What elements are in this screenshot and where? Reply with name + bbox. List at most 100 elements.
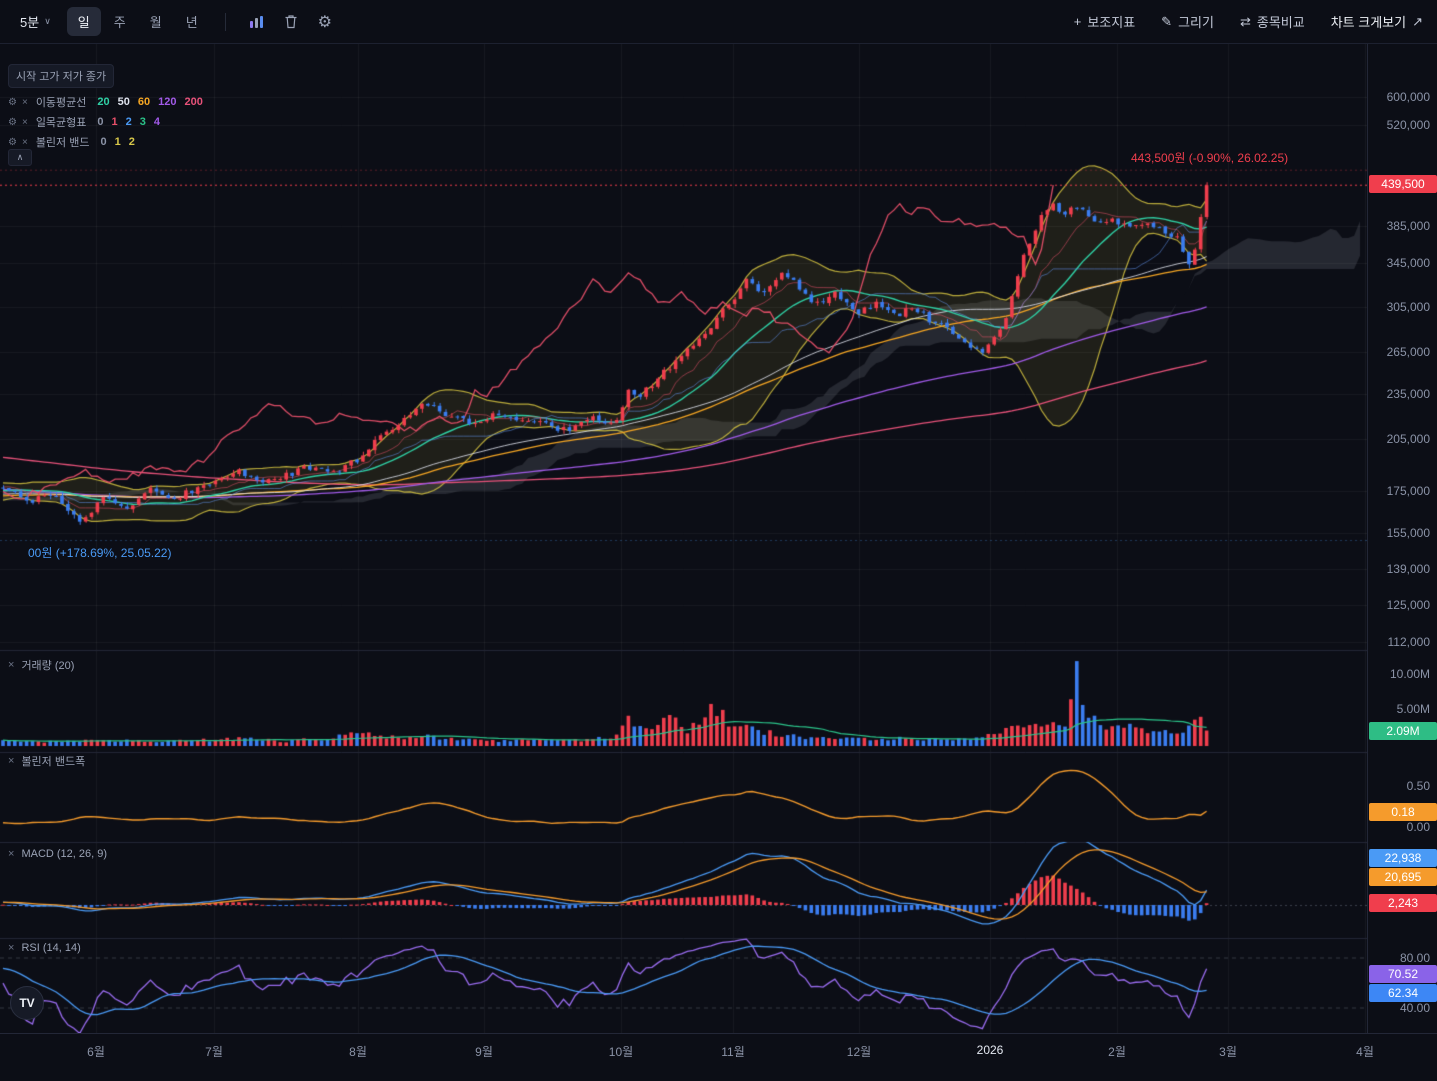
indicator-settings-icon[interactable]: ⚙ — [8, 96, 17, 108]
action-label: 보조지표 — [1087, 15, 1136, 30]
compare-button[interactable]: ⇄ 종목비교 — [1240, 12, 1305, 31]
indicator-legend-1: ⚙ × 일목균형표 0 1 2 3 4 — [8, 112, 203, 132]
indicator-param: 200 — [184, 96, 203, 108]
indicator-param: 60 — [137, 96, 151, 108]
indicator-param: 4 — [153, 116, 161, 128]
pane-label-text: RSI (14, 14) — [21, 942, 81, 954]
toolbar-divider — [224, 12, 226, 31]
rsi-badge: 70.52 — [1369, 965, 1437, 983]
chevron-down-icon: ∨ — [44, 16, 51, 26]
price-tick: 345,000 — [1386, 256, 1430, 270]
fullscreen-button[interactable]: 차트 크게보기 ↗ — [1331, 12, 1423, 31]
indicator-name: 볼린저 밴드 — [35, 137, 90, 149]
close-icon[interactable]: × — [8, 659, 15, 671]
indicator-legend-0: ⚙ × 이동평균선 20 50 60 120 200 — [8, 92, 203, 112]
tab-년[interactable]: 년 — [185, 15, 198, 30]
indicator-param: 0 — [97, 116, 104, 128]
macd-signal-badge: 20,695 — [1369, 868, 1437, 886]
indicator-param: 0 — [100, 136, 107, 148]
volume-badge: 2.09M — [1369, 722, 1437, 740]
toolbar-actions: + 보조지표 ✎ 그리기 ⇄ 종목비교 차트 크게보기 ↗ — [1074, 12, 1423, 31]
close-icon[interactable]: × — [8, 942, 15, 954]
indicator-legend-rows: ⚙ × 이동평균선 20 50 60 120 200 ⚙ × 일목균형표 0 1 2 3 4 ⚙ × 볼린저 밴드 0… — [8, 92, 203, 152]
tradingview-logo[interactable]: TV — [10, 986, 44, 1020]
tab-일[interactable]: 일 — [66, 7, 101, 36]
plus-icon: + — [1073, 14, 1082, 29]
month-label: 2026 — [976, 1043, 1004, 1057]
price-low-annotation: 00원 (+178.69%, 25.05.22) — [28, 546, 172, 560]
legend-collapse-button[interactable]: ∧ — [8, 149, 32, 166]
indicator-param: 2 — [128, 136, 135, 148]
price-tick: 520,000 — [1386, 118, 1430, 132]
indicator-settings-icon[interactable]: ⚙ — [8, 116, 17, 128]
month-label: 12월 — [846, 1045, 872, 1059]
indicator-remove-icon[interactable]: × — [21, 116, 28, 128]
month-label: 10월 — [608, 1045, 634, 1059]
rsi-signal-badge: 62.34 — [1369, 984, 1437, 1002]
bbw-badge: 0.18 — [1369, 803, 1437, 821]
close-icon[interactable]: × — [8, 755, 15, 767]
indicator-param: 50 — [117, 96, 130, 108]
pane-label-text: MACD (12, 26, 9) — [21, 848, 108, 860]
sub-tick: 10.00M — [1389, 667, 1430, 681]
price-tick: 175,000 — [1386, 484, 1430, 498]
indicator-param: 3 — [139, 116, 146, 128]
bbw-pane-label: × 볼린저 밴드폭 — [8, 753, 85, 769]
macd-badge: 22,938 — [1369, 849, 1437, 867]
sub-tick: 0.50 — [1406, 779, 1430, 793]
sub-tick: 5.00M — [1396, 702, 1430, 716]
price-high-annotation: 443,500원 (-0.90%, 26.02.25) — [1131, 151, 1289, 165]
indicator-name: 일목균형표 — [35, 117, 87, 129]
price-tick: 600,000 — [1386, 90, 1430, 104]
indicator-param: 120 — [158, 96, 177, 108]
macd-pane-label: × MACD (12, 26, 9) — [8, 848, 107, 860]
swap-icon: ⇄ — [1239, 13, 1251, 29]
month-label: 2월 — [1108, 1045, 1126, 1059]
month-label: 3월 — [1219, 1045, 1237, 1059]
delete-icon[interactable] — [277, 11, 305, 32]
pane-label-text: 거래량 (20) — [21, 660, 75, 672]
ohlc-legend: 시작 고가 저가 종가 — [8, 64, 115, 88]
indicator-param: 1 — [114, 136, 121, 148]
chart-canvas[interactable] — [0, 44, 1367, 1033]
rsi-pane-label: × RSI (14, 14) — [8, 942, 81, 954]
chart-style-icon[interactable] — [242, 12, 271, 32]
close-icon[interactable]: × — [8, 848, 15, 860]
month-label: 6월 — [87, 1045, 105, 1059]
price-tick: 235,000 — [1386, 387, 1430, 401]
indicator-remove-icon[interactable]: × — [21, 96, 28, 108]
sub-tick: 40.00 — [1399, 1001, 1430, 1015]
expand-icon: ↗ — [1412, 13, 1423, 29]
indicators-button[interactable]: + 보조지표 — [1074, 12, 1135, 31]
draw-button[interactable]: ✎ 그리기 — [1161, 12, 1214, 31]
action-label: 차트 크게보기 — [1330, 15, 1407, 30]
tab-월[interactable]: 월 — [149, 15, 162, 30]
indicator-name: 이동평균선 — [35, 97, 87, 109]
indicator-param: 2 — [125, 116, 132, 128]
indicator-param: 20 — [97, 96, 110, 108]
tab-주[interactable]: 주 — [113, 15, 126, 30]
price-tick: 112,000 — [1387, 635, 1431, 649]
chart-legend: 시작 고가 저가 종가 ⚙ × 이동평균선 20 50 60 120 200 ⚙ × 일목균형표 0 1… — [8, 64, 203, 152]
time-axis[interactable]: 6월 7월 8월 9월 10월 11월 12월 2026 2월 3월 4월 — [0, 1033, 1437, 1081]
pane-label-text: 볼린저 밴드폭 — [21, 756, 86, 768]
price-tick: 139,000 — [1386, 562, 1430, 576]
price-axis[interactable]: 600,000 520,000 385,000 345,000 305,000 265,0… — [1367, 44, 1437, 1033]
pencil-icon: ✎ — [1161, 13, 1173, 29]
settings-icon[interactable]: ⚙ — [317, 13, 333, 31]
price-tick: 205,000 — [1386, 432, 1430, 446]
macd-hist-badge: 2,243 — [1369, 894, 1437, 912]
indicator-settings-icon[interactable]: ⚙ — [8, 136, 17, 148]
interval-label: 5분 — [20, 15, 40, 30]
price-tick: 305,000 — [1386, 300, 1430, 314]
month-label: 8월 — [349, 1045, 367, 1059]
indicator-remove-icon[interactable]: × — [21, 136, 28, 148]
action-label: 그리기 — [1178, 15, 1214, 30]
month-label: 11월 — [721, 1045, 745, 1059]
month-label: 7월 — [205, 1045, 223, 1059]
price-tick: 265,000 — [1386, 345, 1430, 359]
month-label: 9월 — [475, 1045, 493, 1059]
interval-select[interactable]: 5분 ∨ — [14, 7, 57, 36]
sub-tick: 0.00 — [1406, 820, 1430, 834]
